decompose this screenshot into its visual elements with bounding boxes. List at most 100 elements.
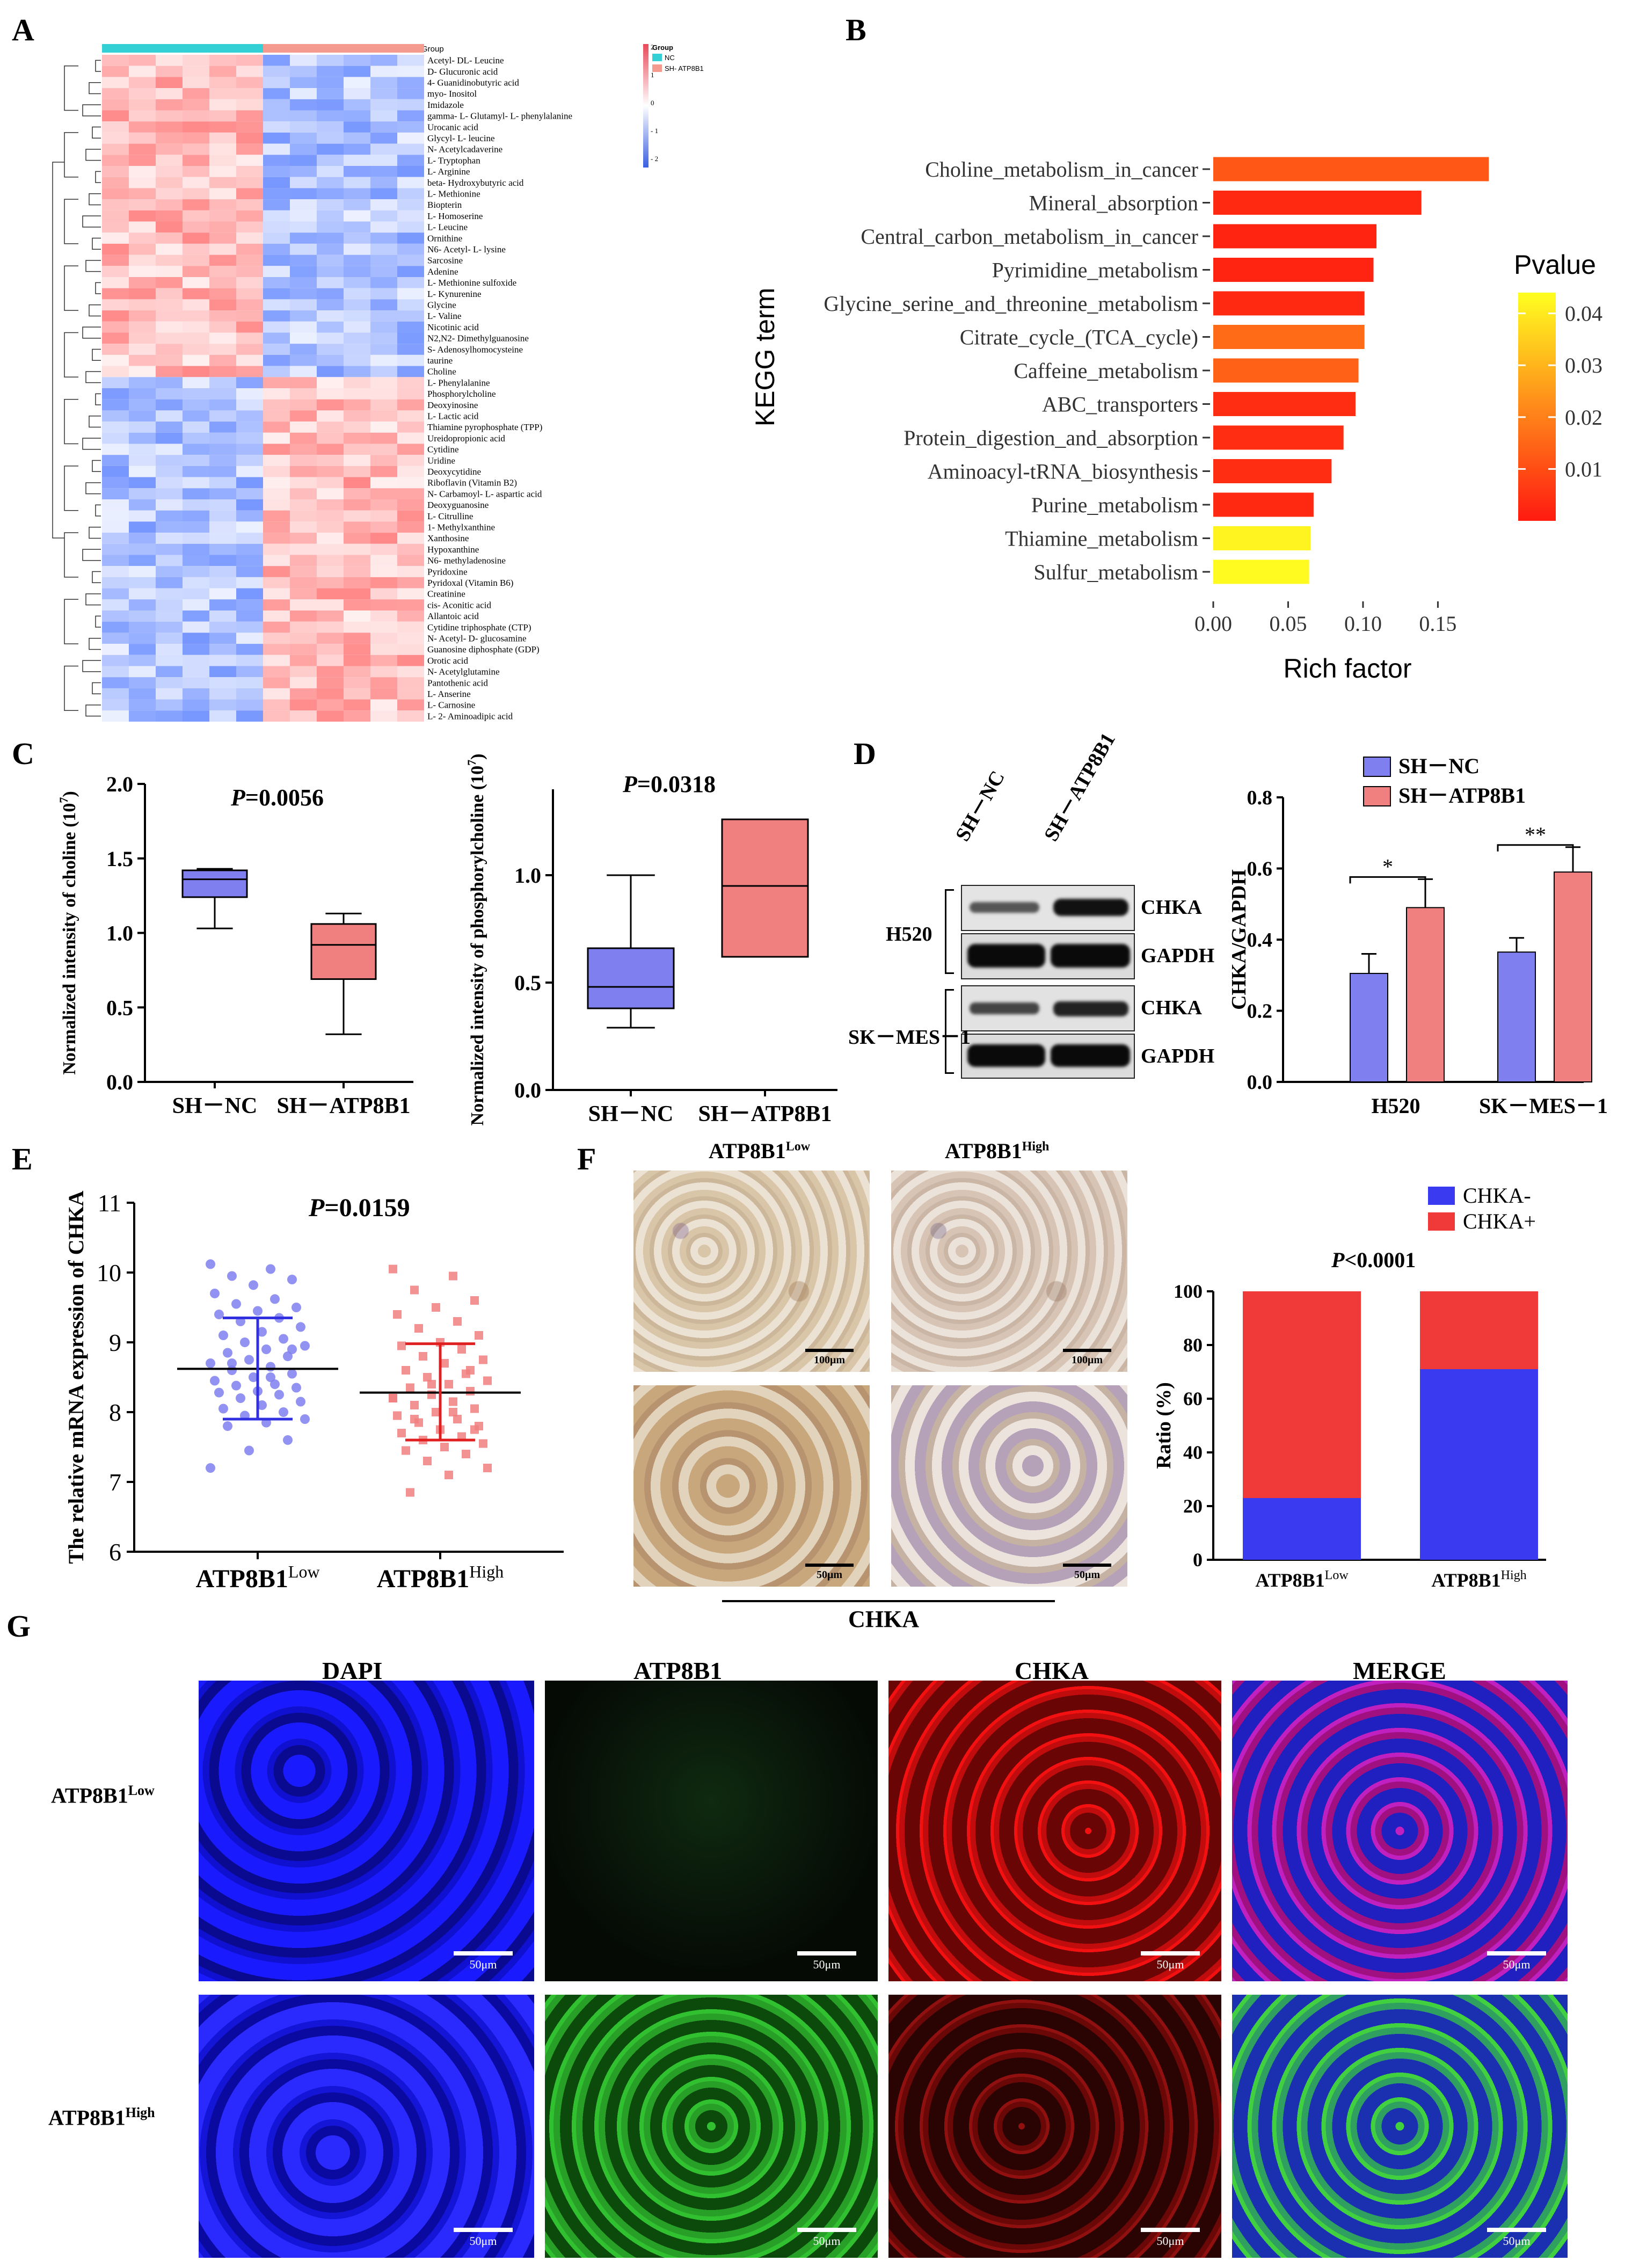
- heatmap-cell: [370, 421, 397, 433]
- cell-line-h520: H520: [886, 923, 932, 946]
- heatmap-cell: [290, 110, 317, 122]
- heatmap-row-label: Guanosine diphosphate (GDP): [427, 644, 540, 655]
- heatmap-cell: [370, 210, 397, 222]
- heatmap-cell: [397, 621, 424, 633]
- panel-label-a: A: [12, 12, 34, 47]
- scatter-point-low: [223, 1421, 232, 1431]
- if-row-label-low: ATP8B1Low: [51, 1783, 155, 1808]
- wb-y-tick-label: 0.0: [1247, 1071, 1273, 1094]
- heatmap-cell: [209, 577, 236, 588]
- scatter-point-high: [479, 1355, 487, 1364]
- heatmap-cell: [102, 655, 129, 666]
- pvalue-legend-ticks: 0.04 0.03 0.02 0.01: [1518, 302, 1602, 481]
- dendrogram-branch: [92, 237, 101, 250]
- heatmap-cell: [183, 199, 209, 210]
- heatmap-cell: [129, 710, 156, 722]
- scatter-point-high: [449, 1397, 457, 1406]
- heatmap-cell: [344, 399, 370, 411]
- heatmap-cell: [102, 88, 129, 99]
- heatmap-cell: [397, 344, 424, 355]
- heatmap-cell: [209, 110, 236, 122]
- scatter-point-high: [397, 1341, 406, 1350]
- heatmap-cell: [183, 344, 209, 355]
- heatmap-cell: [317, 99, 344, 111]
- heatmap-cell: [236, 510, 263, 522]
- heatmap-cell: [344, 521, 370, 533]
- heatmap-cell: [102, 210, 129, 222]
- heatmap-cell: [370, 332, 397, 344]
- heatmap-row-label: Imidazole: [427, 100, 464, 110]
- heatmap-cell: [370, 399, 397, 411]
- heatmap-cell: [236, 221, 263, 233]
- heatmap-cell: [129, 477, 156, 489]
- heatmap-cell: [129, 644, 156, 655]
- heatmap-cell: [397, 699, 424, 711]
- heatmap-cell: [183, 455, 209, 466]
- kegg-enrichment-chart: Choline_metabolism_in_cancer Mineral_abso…: [750, 157, 1602, 684]
- scalebar-ihc-4: 50μm: [1063, 1564, 1111, 1581]
- heatmap-cell: [397, 255, 424, 266]
- scatter-point-high: [470, 1425, 479, 1434]
- scatter-point-low: [296, 1322, 305, 1332]
- box-pvalue: P=0.0318: [622, 771, 716, 797]
- heatmap-cell: [344, 77, 370, 89]
- heatmap-group-cell: [183, 44, 209, 53]
- stack-y-tick-label: 0: [1193, 1549, 1203, 1571]
- heatmap-cell: [317, 88, 344, 99]
- wb-y-label: CHKA/GAPDH: [1228, 869, 1250, 1010]
- heatmap-cell: [397, 166, 424, 177]
- phosphorylcholine-box-plot: 0.0 0.5 1.0 SH－NC SH－ATP8B1 P=0.0318 Normalize…: [465, 754, 837, 1126]
- heatmap-cell: [183, 166, 209, 177]
- box-pvalue-value: =0.0318: [637, 771, 716, 797]
- heatmap-cell: [263, 77, 290, 89]
- heatmap-cell: [183, 666, 209, 678]
- heatmap-cell: [183, 644, 209, 655]
- heatmap-cell: [263, 55, 290, 66]
- heatmap-row-label: Thiamine pyrophosphate (TPP): [427, 422, 542, 432]
- heatmap-cell: [344, 677, 370, 688]
- heatmap-row-label: taurine: [427, 355, 453, 366]
- heatmap-cell: [102, 577, 129, 588]
- heatmap-cell: [102, 710, 129, 722]
- heatmap-cell: [183, 77, 209, 89]
- heatmap-cell: [290, 521, 317, 533]
- heatmap-cell: [156, 677, 183, 688]
- dendrogram-branch: [64, 599, 78, 644]
- heatmap-cell: [290, 255, 317, 266]
- scatter-point-high: [423, 1373, 432, 1382]
- heatmap-scale-tick: 1: [651, 71, 654, 79]
- heatmap-group-header: Group: [421, 45, 444, 54]
- heatmap-cell: [236, 399, 263, 411]
- heatmap-cell: [102, 299, 129, 311]
- heatmap-cell: [129, 432, 156, 444]
- heatmap-cell: [129, 488, 156, 499]
- heatmap-cell: [344, 488, 370, 499]
- heatmap-cell: [183, 610, 209, 622]
- scatter-point-high: [445, 1471, 453, 1479]
- western-blot: SH－NC SH－ATP8B1 CHKA GAPDH CHKA GAPDH H5…: [848, 729, 1235, 1095]
- heatmap-cell: [236, 499, 263, 511]
- heatmap-cell: [129, 166, 156, 177]
- heatmap-cell: [290, 499, 317, 511]
- heatmap-cell: [102, 621, 129, 633]
- heatmap-cell: [397, 510, 424, 522]
- heatmap-cell: [397, 610, 424, 622]
- scatter-point-low: [244, 1445, 254, 1456]
- scatter-point-high: [414, 1324, 423, 1333]
- heatmap-cell: [344, 99, 370, 111]
- heatmap-cell: [290, 577, 317, 588]
- scatter-point-low: [240, 1337, 250, 1347]
- scalebar-if-8-text: 50μm: [1503, 2234, 1531, 2248]
- heatmap-cell: [156, 155, 183, 166]
- heatmap-cell: [344, 666, 370, 678]
- scatter-point-low: [266, 1372, 275, 1382]
- heatmap-cell: [344, 299, 370, 311]
- heatmap-cell: [209, 444, 236, 455]
- heatmap-cell: [263, 410, 290, 422]
- heatmap-cell: [183, 466, 209, 477]
- heatmap-cell: [129, 555, 156, 566]
- heatmap-cell: [183, 188, 209, 200]
- heatmap-cell: [370, 588, 397, 600]
- scatter-point-high: [419, 1352, 427, 1361]
- heatmap-cell: [290, 688, 317, 700]
